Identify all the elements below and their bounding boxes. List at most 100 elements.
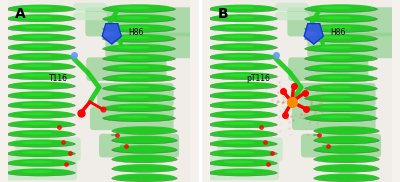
Ellipse shape bbox=[211, 33, 274, 40]
Ellipse shape bbox=[305, 85, 378, 92]
Ellipse shape bbox=[9, 120, 72, 127]
Ellipse shape bbox=[114, 155, 176, 162]
Ellipse shape bbox=[224, 161, 255, 163]
Ellipse shape bbox=[211, 120, 274, 127]
Ellipse shape bbox=[112, 137, 177, 144]
Ellipse shape bbox=[22, 74, 53, 77]
Ellipse shape bbox=[103, 95, 176, 102]
Ellipse shape bbox=[319, 56, 352, 59]
Ellipse shape bbox=[224, 45, 255, 48]
Ellipse shape bbox=[6, 73, 75, 80]
Ellipse shape bbox=[211, 111, 274, 118]
Ellipse shape bbox=[106, 104, 172, 111]
Ellipse shape bbox=[9, 91, 72, 98]
Ellipse shape bbox=[224, 132, 255, 134]
Ellipse shape bbox=[224, 93, 255, 96]
Ellipse shape bbox=[117, 56, 150, 59]
Ellipse shape bbox=[305, 95, 378, 102]
Ellipse shape bbox=[316, 155, 378, 162]
Ellipse shape bbox=[224, 16, 255, 19]
Ellipse shape bbox=[22, 93, 53, 96]
Ellipse shape bbox=[6, 15, 75, 22]
FancyBboxPatch shape bbox=[288, 57, 368, 81]
Ellipse shape bbox=[103, 75, 176, 82]
Ellipse shape bbox=[308, 4, 374, 12]
FancyBboxPatch shape bbox=[85, 7, 193, 36]
Ellipse shape bbox=[9, 149, 72, 156]
Polygon shape bbox=[102, 24, 121, 44]
Ellipse shape bbox=[308, 34, 374, 41]
Ellipse shape bbox=[211, 168, 274, 175]
Ellipse shape bbox=[316, 136, 378, 143]
Ellipse shape bbox=[211, 43, 274, 50]
Ellipse shape bbox=[211, 24, 274, 31]
Ellipse shape bbox=[6, 25, 75, 31]
Ellipse shape bbox=[208, 15, 277, 22]
Ellipse shape bbox=[9, 111, 72, 118]
FancyBboxPatch shape bbox=[287, 7, 395, 36]
Ellipse shape bbox=[224, 35, 255, 38]
Ellipse shape bbox=[9, 82, 72, 89]
Ellipse shape bbox=[316, 145, 378, 153]
Ellipse shape bbox=[22, 26, 53, 29]
Ellipse shape bbox=[9, 62, 72, 69]
Ellipse shape bbox=[6, 102, 75, 109]
Ellipse shape bbox=[6, 54, 75, 60]
Ellipse shape bbox=[9, 5, 72, 12]
Ellipse shape bbox=[305, 105, 378, 112]
FancyBboxPatch shape bbox=[99, 134, 179, 157]
Ellipse shape bbox=[22, 151, 53, 154]
Ellipse shape bbox=[103, 16, 176, 22]
Ellipse shape bbox=[305, 65, 378, 72]
Ellipse shape bbox=[316, 164, 378, 172]
Ellipse shape bbox=[117, 106, 150, 108]
Ellipse shape bbox=[211, 149, 274, 156]
Ellipse shape bbox=[22, 141, 53, 144]
Text: T116: T116 bbox=[49, 74, 68, 83]
Ellipse shape bbox=[6, 64, 75, 70]
Ellipse shape bbox=[208, 102, 277, 109]
Ellipse shape bbox=[9, 14, 72, 21]
Ellipse shape bbox=[103, 115, 176, 122]
Ellipse shape bbox=[319, 106, 352, 108]
Ellipse shape bbox=[308, 74, 374, 81]
FancyBboxPatch shape bbox=[90, 106, 174, 130]
Ellipse shape bbox=[208, 64, 277, 70]
Ellipse shape bbox=[305, 16, 378, 22]
Ellipse shape bbox=[224, 26, 255, 29]
Ellipse shape bbox=[208, 73, 277, 80]
Ellipse shape bbox=[112, 147, 177, 153]
Ellipse shape bbox=[308, 54, 374, 61]
Ellipse shape bbox=[114, 173, 176, 181]
Ellipse shape bbox=[6, 141, 75, 147]
Ellipse shape bbox=[22, 161, 53, 163]
Ellipse shape bbox=[208, 112, 277, 118]
Ellipse shape bbox=[103, 55, 176, 62]
Ellipse shape bbox=[114, 145, 176, 153]
Ellipse shape bbox=[9, 101, 72, 108]
Text: H86: H86 bbox=[330, 28, 346, 37]
Ellipse shape bbox=[224, 74, 255, 77]
Ellipse shape bbox=[112, 175, 177, 182]
Ellipse shape bbox=[9, 24, 72, 31]
Ellipse shape bbox=[224, 151, 255, 154]
Ellipse shape bbox=[319, 16, 352, 19]
Ellipse shape bbox=[103, 25, 176, 32]
Text: pT116: pT116 bbox=[246, 74, 270, 83]
Ellipse shape bbox=[6, 131, 75, 138]
Ellipse shape bbox=[6, 151, 75, 157]
FancyBboxPatch shape bbox=[4, 155, 77, 180]
Ellipse shape bbox=[22, 103, 53, 106]
Ellipse shape bbox=[305, 6, 378, 13]
Ellipse shape bbox=[106, 74, 172, 81]
Polygon shape bbox=[304, 24, 323, 44]
Ellipse shape bbox=[103, 85, 176, 92]
Ellipse shape bbox=[117, 16, 150, 19]
Ellipse shape bbox=[6, 93, 75, 99]
Ellipse shape bbox=[106, 113, 172, 121]
Ellipse shape bbox=[208, 54, 277, 60]
Text: B: B bbox=[217, 7, 228, 21]
Text: A: A bbox=[15, 7, 26, 21]
Ellipse shape bbox=[106, 44, 172, 52]
Ellipse shape bbox=[22, 55, 53, 57]
